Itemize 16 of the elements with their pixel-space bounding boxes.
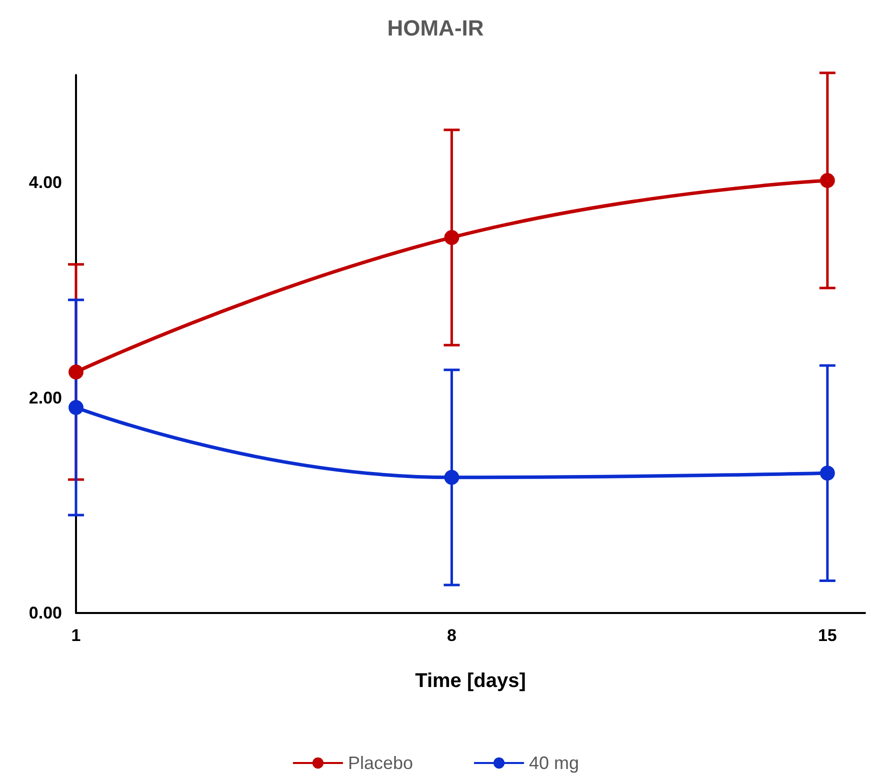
point — [68, 400, 84, 415]
y-tick-label: 0.00 — [28, 604, 62, 622]
point — [820, 466, 835, 481]
point — [68, 364, 84, 380]
legend-label: 40 mg — [529, 753, 580, 773]
y-tick-label: 2.00 — [28, 388, 62, 408]
x-tick-label: 8 — [446, 626, 456, 645]
point — [444, 470, 460, 485]
point — [820, 172, 835, 188]
x-tick-label: 15 — [818, 626, 837, 645]
point — [444, 230, 460, 245]
x-tick-label: 1 — [71, 626, 81, 645]
x-axis-title: Time [days] — [415, 670, 526, 692]
y-tick-label: 4.00 — [28, 173, 62, 192]
chart-title: HOMA-IR — [387, 16, 484, 40]
legend-label: Placebo — [348, 753, 414, 773]
